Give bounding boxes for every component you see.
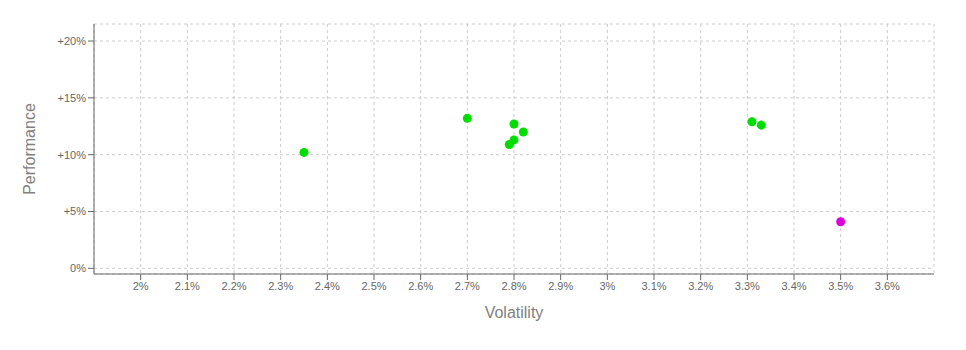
svg-text:Volatility: Volatility: [485, 304, 544, 321]
svg-text:+5%: +5%: [64, 205, 87, 217]
svg-text:2.6%: 2.6%: [408, 280, 433, 292]
svg-text:Performance: Performance: [21, 103, 38, 195]
svg-text:2.9%: 2.9%: [548, 280, 573, 292]
svg-text:3%: 3%: [599, 280, 615, 292]
svg-text:2.8%: 2.8%: [501, 280, 526, 292]
svg-text:2.3%: 2.3%: [268, 280, 293, 292]
svg-text:3.6%: 3.6%: [875, 280, 900, 292]
svg-text:3.2%: 3.2%: [688, 280, 713, 292]
svg-text:3.4%: 3.4%: [781, 280, 806, 292]
svg-text:2.1%: 2.1%: [175, 280, 200, 292]
svg-text:2.7%: 2.7%: [455, 280, 480, 292]
svg-text:+15%: +15%: [58, 92, 87, 104]
svg-text:+10%: +10%: [58, 149, 87, 161]
svg-text:3.3%: 3.3%: [735, 280, 760, 292]
svg-text:+20%: +20%: [58, 35, 87, 47]
svg-text:3.1%: 3.1%: [641, 280, 666, 292]
svg-text:0%: 0%: [70, 262, 86, 274]
svg-text:2.5%: 2.5%: [361, 280, 386, 292]
svg-text:3.5%: 3.5%: [828, 280, 853, 292]
svg-text:2.4%: 2.4%: [315, 280, 340, 292]
svg-text:2.2%: 2.2%: [221, 280, 246, 292]
svg-text:2%: 2%: [133, 280, 149, 292]
